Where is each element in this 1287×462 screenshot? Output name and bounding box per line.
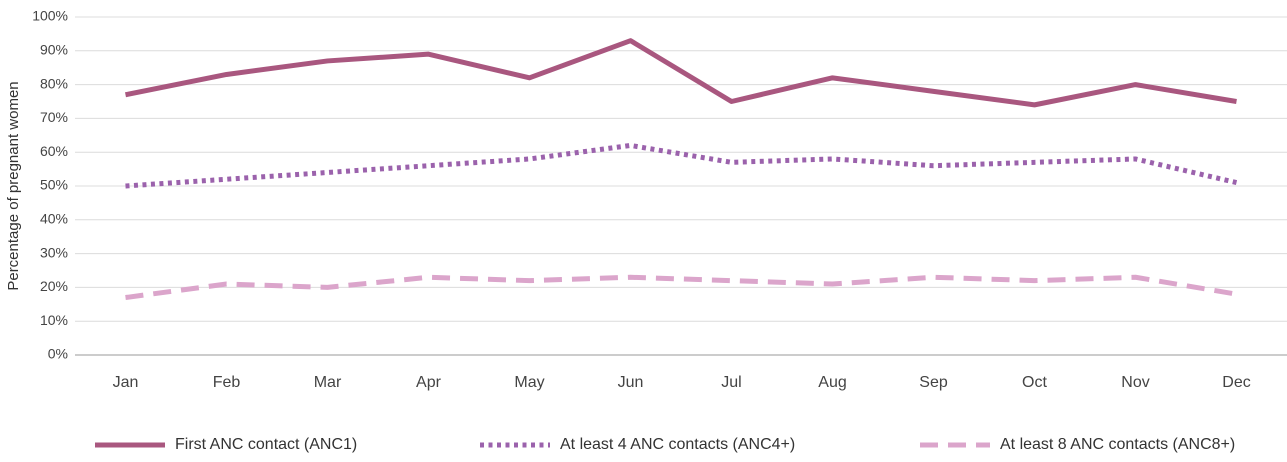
x-tick-label: Dec bbox=[1222, 374, 1250, 391]
y-axis-label: Percentage of pregnant women bbox=[5, 81, 22, 290]
x-tick-label: Sep bbox=[919, 374, 948, 391]
y-tick-label: 70% bbox=[40, 109, 68, 125]
y-tick-label: 60% bbox=[40, 143, 68, 159]
y-tick-label: 0% bbox=[48, 346, 68, 362]
series-line bbox=[125, 142, 1238, 189]
y-tick-label: 90% bbox=[40, 42, 68, 58]
y-tick-label: 30% bbox=[40, 244, 68, 260]
series-line bbox=[125, 274, 1237, 301]
x-tick-label: May bbox=[514, 374, 544, 391]
legend-label: First ANC contact (ANC1) bbox=[175, 436, 357, 453]
y-tick-label: 10% bbox=[40, 312, 68, 328]
x-tick-label: Mar bbox=[314, 374, 342, 391]
x-tick-label: Jan bbox=[113, 374, 139, 391]
x-tick-label: Jun bbox=[618, 374, 644, 391]
legend-label: At least 4 ANC contacts (ANC4+) bbox=[560, 436, 795, 453]
x-tick-label: Jul bbox=[721, 374, 741, 391]
y-tick-label: 80% bbox=[40, 75, 68, 91]
x-tick-label: Oct bbox=[1022, 374, 1047, 391]
x-tick-label: Apr bbox=[416, 374, 442, 391]
x-tick-label: Nov bbox=[1121, 374, 1149, 391]
y-tick-label: 20% bbox=[40, 278, 68, 294]
y-tick-label: 50% bbox=[40, 177, 68, 193]
series-line bbox=[125, 38, 1237, 108]
y-tick-label: 100% bbox=[32, 8, 68, 24]
legend-label: At least 8 ANC contacts (ANC8+) bbox=[1000, 436, 1235, 453]
x-tick-label: Aug bbox=[818, 374, 846, 391]
y-tick-label: 40% bbox=[40, 211, 68, 227]
x-tick-label: Feb bbox=[213, 374, 241, 391]
